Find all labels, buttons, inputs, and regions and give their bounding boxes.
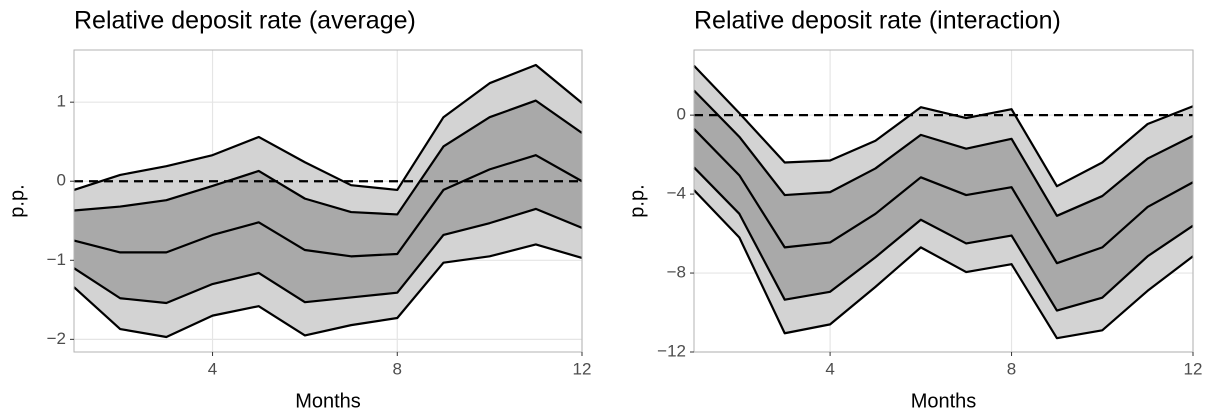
band	[74, 100, 582, 303]
y-tick-label: 0	[57, 171, 66, 190]
chart-title: Relative deposit rate (interaction)	[694, 7, 1061, 35]
chart-title: Relative deposit rate (average)	[74, 7, 416, 35]
x-axis-title: Months	[295, 390, 361, 412]
series-line	[693, 89, 1194, 217]
y-axis-title: p.p.	[626, 184, 648, 217]
x-tick-label: 12	[573, 359, 592, 378]
plot-border	[693, 49, 1194, 353]
series-line	[73, 63, 583, 192]
series-line	[73, 99, 583, 216]
series-line	[693, 128, 1194, 265]
band	[694, 90, 1193, 311]
y-tick-label: −1	[47, 250, 66, 269]
x-tick-label: 4	[825, 359, 834, 378]
x-tick-label: 8	[393, 359, 402, 378]
panel: 4 8 12 −12 −8 −4 0 Relative deposit rate (inter…	[626, 7, 1202, 413]
y-tick-label: 1	[57, 92, 66, 111]
series-line	[73, 154, 583, 258]
y-axis-title: p.p.	[6, 184, 28, 217]
y-tick-label: −8	[667, 263, 686, 282]
y-tick-label: −12	[657, 341, 686, 360]
x-tick-label: 12	[1184, 359, 1203, 378]
plot-border	[73, 49, 583, 353]
x-tick-label: 8	[1007, 359, 1016, 378]
y-tick-label: −2	[47, 329, 66, 348]
panel: 4 8 12 −2 −1 0 1 Relative deposit rate (average…	[6, 7, 591, 413]
series-line	[693, 65, 1194, 188]
x-axis-title: Months	[911, 390, 977, 412]
y-tick-label: −4	[667, 184, 686, 203]
series-line	[73, 207, 583, 305]
series-line	[73, 243, 583, 339]
series-line	[693, 189, 1194, 340]
x-tick-label: 4	[208, 359, 217, 378]
y-tick-label: 0	[677, 105, 686, 124]
series-line	[693, 166, 1194, 312]
